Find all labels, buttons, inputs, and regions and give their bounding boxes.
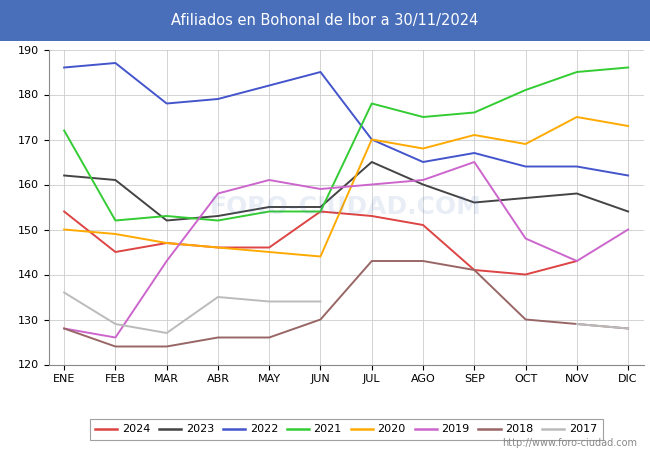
Text: FORO-CIUDAD.COM: FORO-CIUDAD.COM — [210, 195, 482, 219]
Text: Afiliados en Bohonal de Ibor a 30/11/2024: Afiliados en Bohonal de Ibor a 30/11/202… — [172, 13, 478, 28]
Text: http://www.foro-ciudad.com: http://www.foro-ciudad.com — [502, 438, 637, 448]
Legend: 2024, 2023, 2022, 2021, 2020, 2019, 2018, 2017: 2024, 2023, 2022, 2021, 2020, 2019, 2018… — [90, 419, 603, 440]
